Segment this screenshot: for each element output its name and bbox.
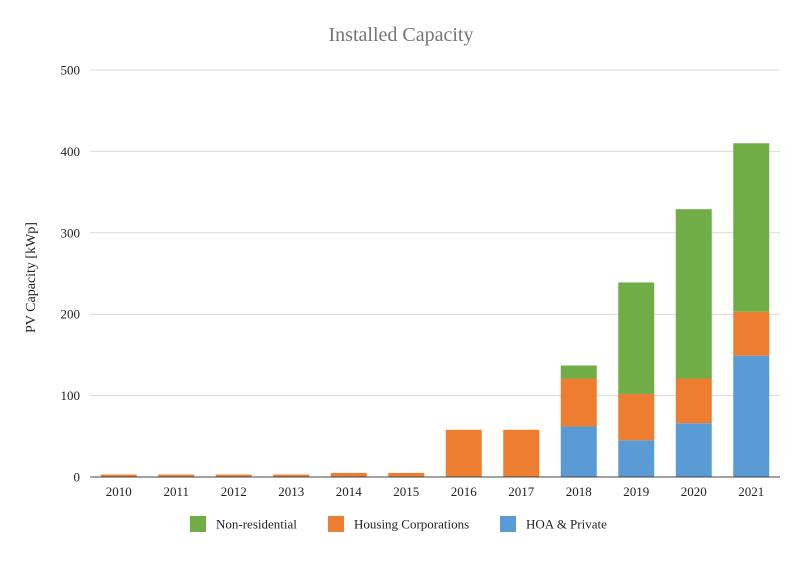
- legend-item: Non-residential: [190, 516, 297, 532]
- bar-segment-hoa-private-2021: [733, 355, 770, 477]
- y-tick-label: 0: [74, 470, 81, 485]
- bar-segment-housing-corporations-2011: [158, 474, 195, 477]
- x-tick-label: 2020: [681, 484, 707, 499]
- y-tick-label: 200: [61, 307, 81, 322]
- legend-swatch: [500, 516, 516, 532]
- x-tick-label: 2011: [163, 484, 189, 499]
- x-tick-label: 2017: [508, 484, 535, 499]
- x-tick-label: 2021: [738, 484, 764, 499]
- bar-segment-hoa-private-2019: [618, 440, 655, 477]
- legend-item: HOA & Private: [500, 516, 607, 532]
- legend: Non-residential Housing Corporations HOA &…: [190, 516, 607, 532]
- y-axis-tick-labels: 0 100 200 300 400 500: [61, 63, 81, 485]
- bar-segment-housing-corporations-2012: [215, 474, 252, 477]
- y-tick-label: 300: [61, 225, 81, 240]
- bar-segment-housing-corporations-2018: [560, 378, 597, 427]
- bar-segment-housing-corporations-2014: [330, 472, 367, 477]
- bar-segment-hoa-private-2018: [560, 426, 597, 477]
- legend-label: Housing Corporations: [354, 517, 469, 532]
- bar-segment-hoa-private-2020: [675, 423, 712, 477]
- chart-title: Installed Capacity: [329, 24, 474, 46]
- bar-segment-non-residential-2020: [675, 209, 712, 379]
- y-tick-label: 100: [61, 388, 81, 403]
- bar-segment-non-residential-2019: [618, 282, 655, 394]
- x-tick-label: 2014: [336, 484, 363, 499]
- x-tick-label: 2010: [106, 484, 132, 499]
- legend-swatch: [190, 516, 206, 532]
- y-axis-title: PV Capacity [kWp]: [24, 222, 39, 333]
- gridlines: [90, 69, 780, 397]
- legend-label: HOA & Private: [526, 517, 607, 532]
- x-tick-label: 2018: [566, 484, 592, 499]
- bar-segment-housing-corporations-2020: [675, 378, 712, 424]
- x-tick-label: 2013: [278, 484, 304, 499]
- bar-segment-housing-corporations-2019: [618, 393, 655, 441]
- legend-item: Housing Corporations: [328, 516, 469, 532]
- legend-label: Non-residential: [216, 517, 297, 532]
- x-tick-label: 2015: [393, 484, 419, 499]
- y-tick-label: 400: [61, 144, 81, 159]
- y-tick-label: 500: [61, 63, 81, 78]
- legend-swatch: [328, 516, 344, 532]
- bar-segment-housing-corporations-2016: [445, 429, 482, 477]
- bar-segment-housing-corporations-2013: [273, 474, 310, 477]
- x-tick-label: 2019: [623, 484, 649, 499]
- x-axis-tick-labels: 2010 2011 2012 2013 2014 2015 2016 2017 2018 2019…: [106, 484, 765, 499]
- bar-segment-housing-corporations-2015: [388, 472, 425, 477]
- bar-segment-housing-corporations-2010: [100, 474, 137, 477]
- bars: [100, 143, 770, 477]
- bar-segment-non-residential-2021: [733, 143, 770, 312]
- bar-segment-housing-corporations-2017: [503, 429, 540, 477]
- bar-segment-housing-corporations-2021: [733, 311, 770, 356]
- bar-segment-non-residential-2018: [560, 365, 597, 379]
- x-tick-label: 2012: [221, 484, 247, 499]
- x-tick-label: 2016: [451, 484, 478, 499]
